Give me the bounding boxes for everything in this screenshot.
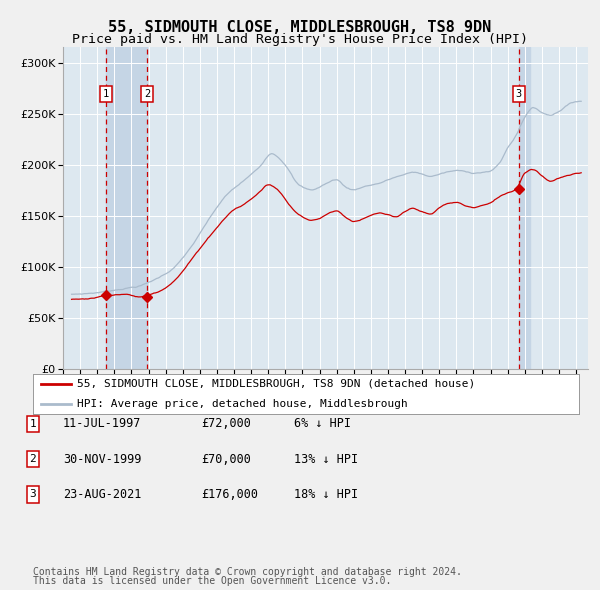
Text: 55, SIDMOUTH CLOSE, MIDDLESBROUGH, TS8 9DN (detached house): 55, SIDMOUTH CLOSE, MIDDLESBROUGH, TS8 9…: [77, 379, 475, 389]
Text: £70,000: £70,000: [201, 453, 251, 466]
Text: £176,000: £176,000: [201, 488, 258, 501]
Text: 18% ↓ HPI: 18% ↓ HPI: [294, 488, 358, 501]
Text: Price paid vs. HM Land Registry's House Price Index (HPI): Price paid vs. HM Land Registry's House …: [72, 33, 528, 46]
Text: 1: 1: [29, 419, 37, 428]
Text: 11-JUL-1997: 11-JUL-1997: [63, 417, 142, 430]
Text: 2: 2: [29, 454, 37, 464]
Text: HPI: Average price, detached house, Middlesbrough: HPI: Average price, detached house, Midd…: [77, 399, 407, 409]
Text: 3: 3: [515, 89, 521, 99]
Text: 23-AUG-2021: 23-AUG-2021: [63, 488, 142, 501]
Bar: [106, 47, 147, 369]
Text: 6% ↓ HPI: 6% ↓ HPI: [294, 417, 351, 430]
Text: This data is licensed under the Open Government Licence v3.0.: This data is licensed under the Open Gov…: [33, 576, 391, 586]
Text: 55, SIDMOUTH CLOSE, MIDDLESBROUGH, TS8 9DN: 55, SIDMOUTH CLOSE, MIDDLESBROUGH, TS8 9…: [109, 20, 491, 35]
Text: £72,000: £72,000: [201, 417, 251, 430]
Text: 1: 1: [103, 89, 109, 99]
Text: 30-NOV-1999: 30-NOV-1999: [63, 453, 142, 466]
Text: 3: 3: [29, 490, 37, 499]
Text: 2: 2: [144, 89, 150, 99]
Bar: [518, 47, 530, 369]
Text: 13% ↓ HPI: 13% ↓ HPI: [294, 453, 358, 466]
Text: Contains HM Land Registry data © Crown copyright and database right 2024.: Contains HM Land Registry data © Crown c…: [33, 567, 462, 577]
